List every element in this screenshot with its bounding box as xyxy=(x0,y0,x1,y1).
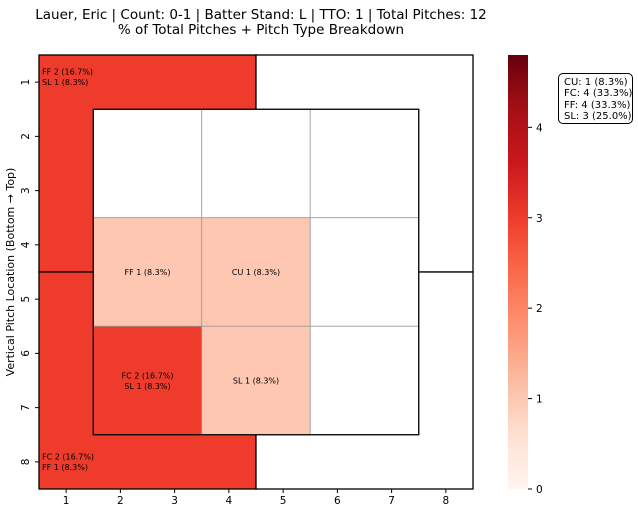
y-tick-label-5: 5 xyxy=(20,296,32,303)
colorbar-tick-label-3: 3 xyxy=(536,213,543,225)
pitch-type-summary-box: CU: 1 (8.3%) FC: 4 (33.3%) FF: 4 (33.3%)… xyxy=(558,73,633,124)
cell-label-bottom-left-1: FF 1 (8.3%) xyxy=(42,463,88,472)
colorbar-tick-label-0: 0 xyxy=(536,484,543,496)
zone-cell-r1c2 xyxy=(201,108,311,219)
cell-label-r3c1-0: FC 2 (16.7%) xyxy=(121,371,173,380)
zone-cell-r2c2 xyxy=(201,217,311,327)
zone-cell-r3c2 xyxy=(201,325,311,436)
zone-cell-r1c3 xyxy=(309,108,420,219)
strike-zone-border xyxy=(92,108,420,436)
y-tick-label-6: 6 xyxy=(20,350,32,357)
colorbar-tick-label-1: 1 xyxy=(536,394,543,406)
y-tick-label-2: 2 xyxy=(20,133,32,140)
x-tick-label-7: 7 xyxy=(388,495,395,507)
x-tick-label-8: 8 xyxy=(443,495,450,507)
x-tick-label-2: 2 xyxy=(117,495,124,507)
y-tick-label-7: 7 xyxy=(20,404,32,411)
summary-line-ff: FF: 4 (33.3%) xyxy=(564,99,631,111)
cell-label-r3c2-0: SL 1 (8.3%) xyxy=(233,377,279,386)
chart-title-line-1: Lauer, Eric | Count: 0-1 | Batter Stand:… xyxy=(35,7,487,23)
y-tick-label-8: 8 xyxy=(20,459,32,466)
x-tick-label-6: 6 xyxy=(334,495,341,507)
cell-label-bottom-left-0: FC 2 (16.7%) xyxy=(42,453,94,462)
cell-label-r2c1-0: FF 1 (8.3%) xyxy=(125,268,171,277)
colorbar-tick-label-2: 2 xyxy=(536,303,543,315)
zone-cell-r1c1 xyxy=(92,108,203,219)
cell-label-top-left-0: FF 2 (16.7%) xyxy=(42,67,93,76)
y-tick-label-1: 1 xyxy=(20,79,32,86)
colorbar xyxy=(508,55,528,489)
y-tick-label-3: 3 xyxy=(20,187,32,194)
summary-line-fc: FC: 4 (33.3%) xyxy=(564,88,633,100)
zone-cell-r3c1 xyxy=(92,325,203,436)
y-tick-label-4: 4 xyxy=(20,241,32,248)
cell-label-top-left-1: SL 1 (8.3%) xyxy=(42,78,88,87)
summary-line-sl: SL: 3 (25.0%) xyxy=(564,110,632,122)
cell-label-r3c1-1: SL 1 (8.3%) xyxy=(124,382,170,391)
colorbar-tick-label-4: 4 xyxy=(536,122,543,134)
cell-label-r2c2-0: CU 1 (8.3%) xyxy=(232,268,280,277)
x-tick-label-5: 5 xyxy=(280,495,287,507)
chart-title-line-2: % of Total Pitches + Pitch Type Breakdow… xyxy=(117,22,405,38)
summary-line-cu: CU: 1 (8.3%) xyxy=(564,77,628,88)
x-tick-label-1: 1 xyxy=(63,495,70,507)
plot-frame xyxy=(38,54,474,490)
zone-cell-r2c1 xyxy=(92,217,203,327)
zone-cell-r2c3 xyxy=(309,217,420,327)
zone-cell-r3c3 xyxy=(309,325,420,436)
y-axis-label: Vertical Pitch Location (Bottom → Top) xyxy=(4,168,17,377)
x-tick-label-4: 4 xyxy=(226,495,233,507)
x-tick-label-3: 3 xyxy=(171,495,178,507)
